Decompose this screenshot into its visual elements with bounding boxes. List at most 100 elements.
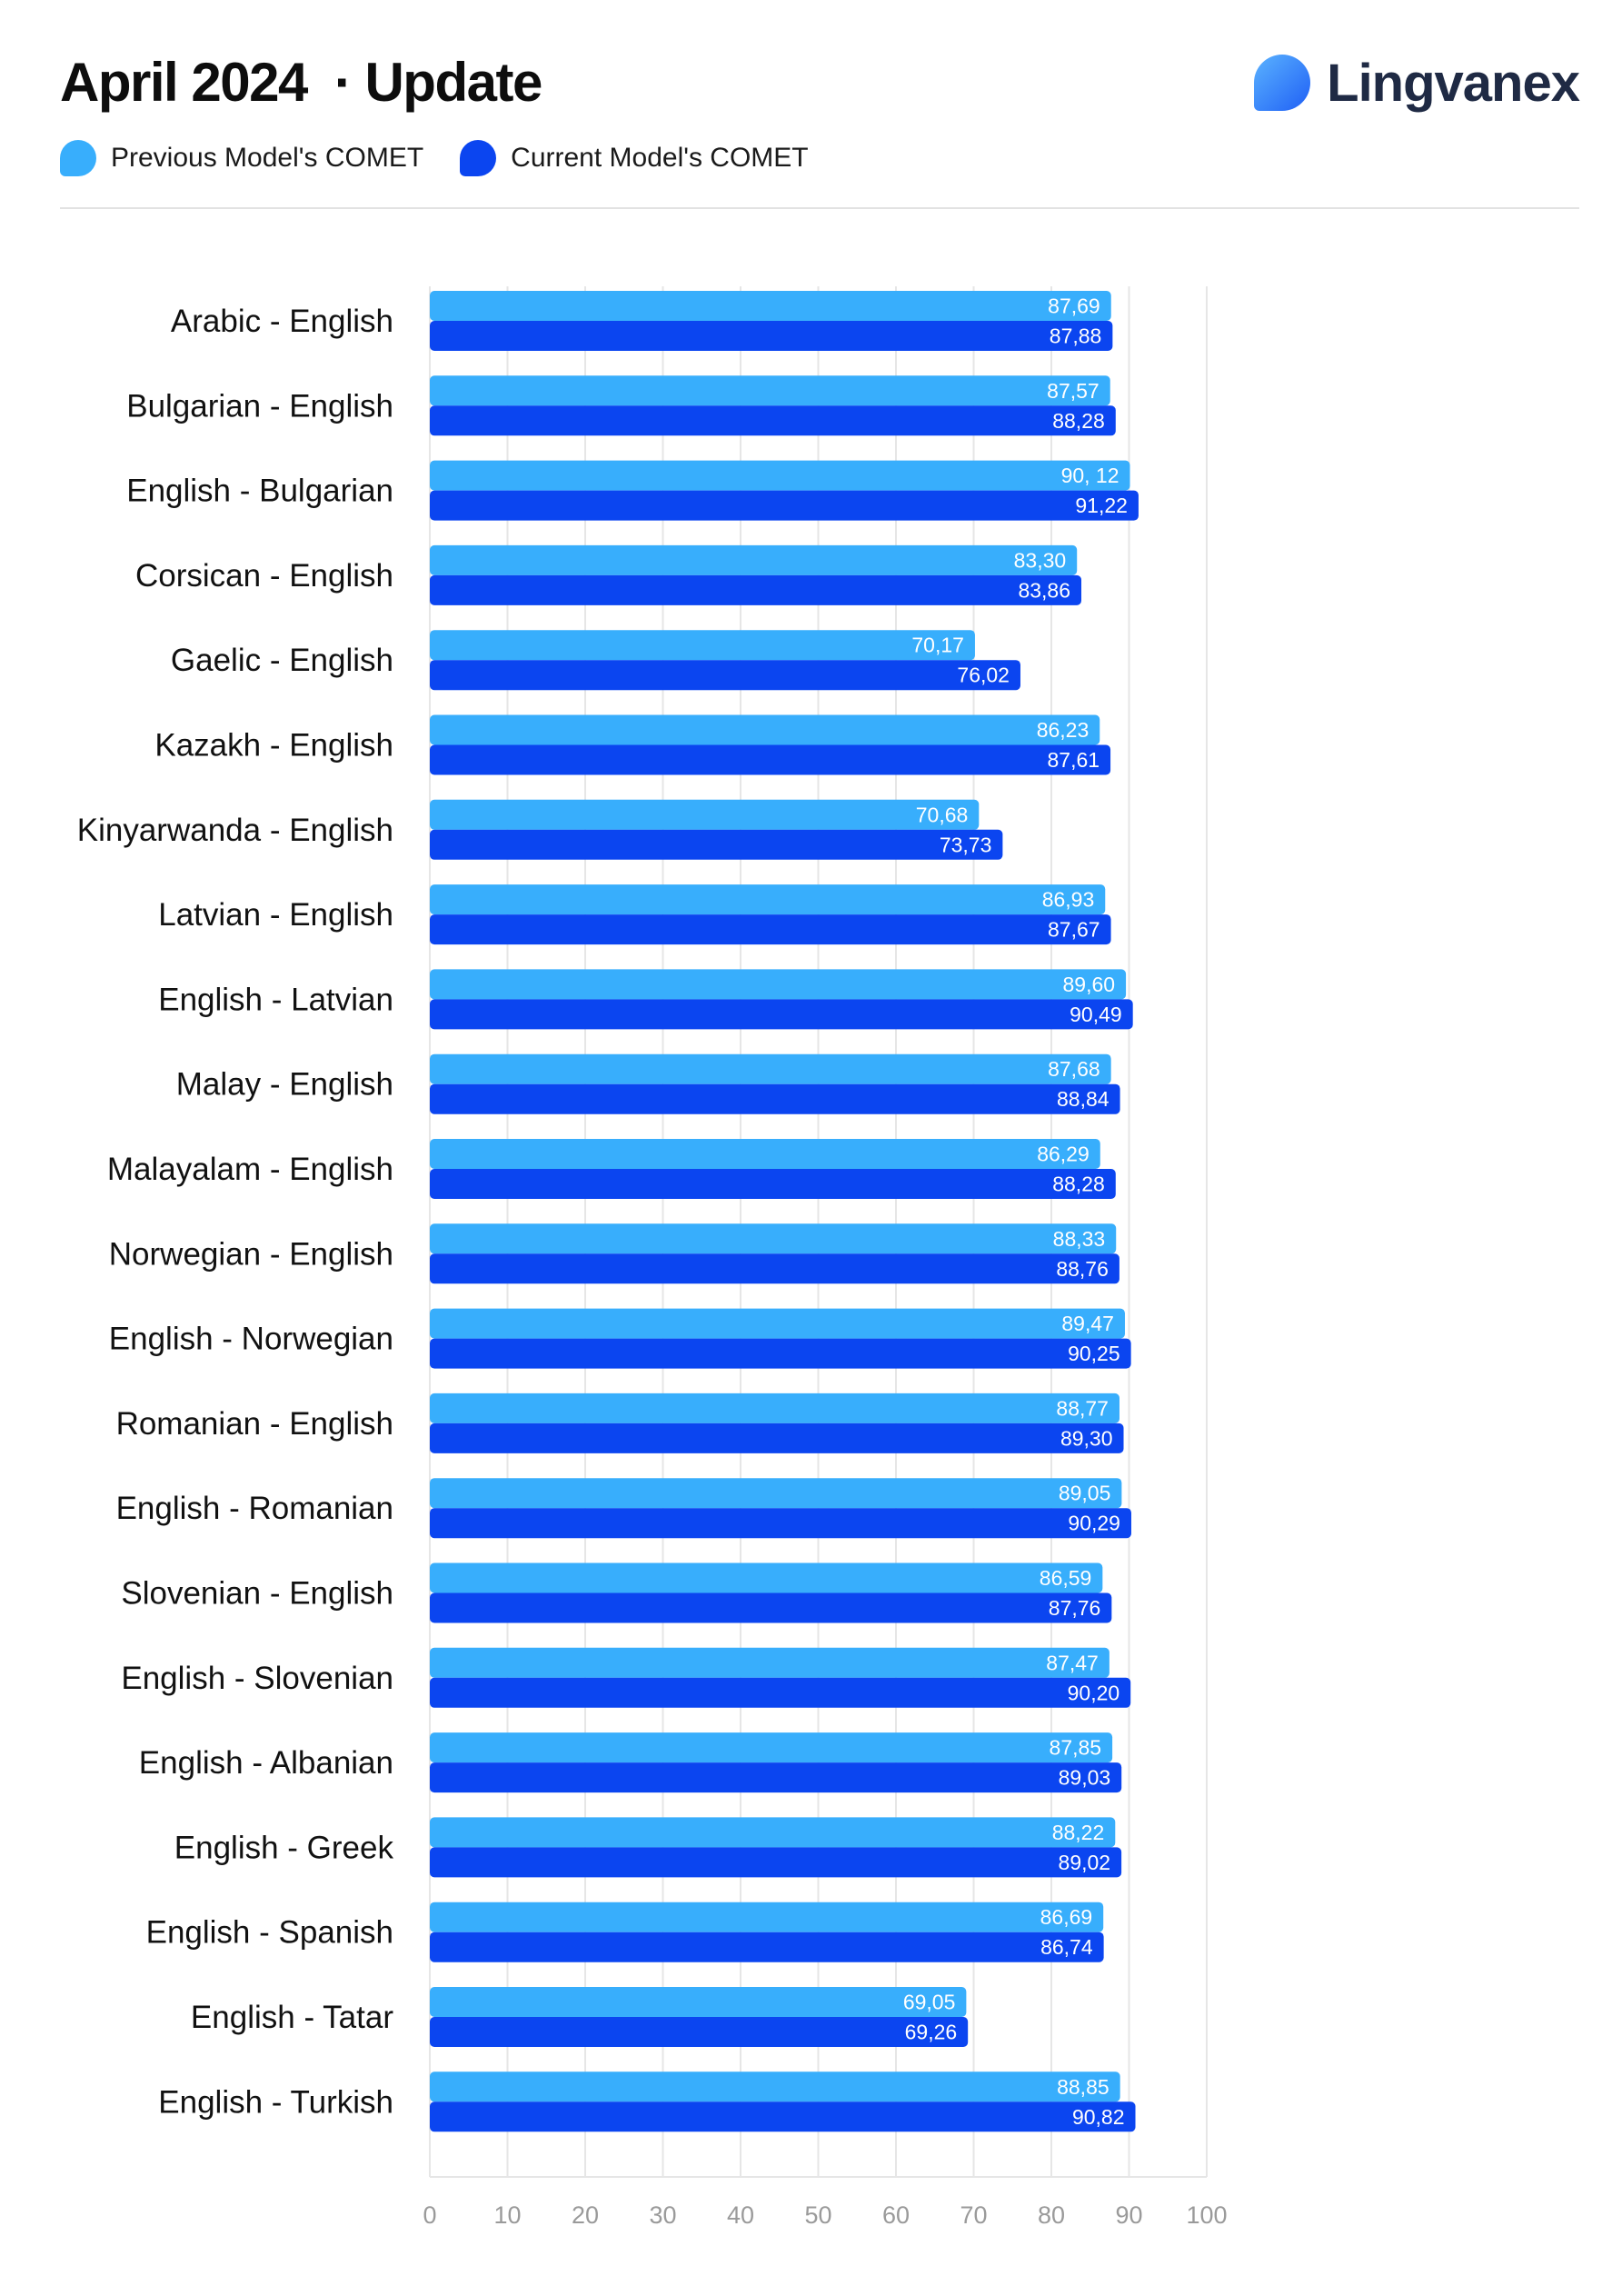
bar-previous	[430, 1562, 1103, 1593]
bar-previous	[430, 1393, 1119, 1423]
logo-text: Lingvanex	[1327, 53, 1580, 113]
bar-current	[430, 574, 1082, 605]
value-label-previous: 88,77	[1056, 1396, 1109, 1420]
legend-label-current: Current Model's COMET	[511, 143, 809, 173]
legend-label-previous: Previous Model's COMET	[111, 143, 424, 173]
category-label: English - Norwegian	[109, 1322, 393, 1357]
value-label-previous: 86,59	[1040, 1566, 1092, 1590]
x-tick-label: 80	[1038, 2201, 1065, 2229]
category-label: Norwegian - English	[109, 1236, 393, 1272]
legend: Previous Model's COMET Current Model's C…	[60, 140, 845, 176]
value-label-current: 87,76	[1049, 1596, 1101, 1620]
legend-item-current: Current Model's COMET	[460, 140, 809, 176]
legend-swatch-previous	[60, 140, 96, 176]
bar-current	[430, 1083, 1120, 1114]
bar-previous	[430, 969, 1127, 1000]
x-tick-label: 10	[493, 2201, 521, 2229]
category-label: Malay - English	[176, 1067, 393, 1103]
value-label-current: 87,67	[1048, 918, 1100, 942]
value-label-previous: 88,85	[1057, 2075, 1110, 2099]
bar-previous	[430, 1987, 967, 2017]
bar-current	[430, 1423, 1124, 1453]
bar-previous	[430, 714, 1100, 745]
category-label: Corsican - English	[135, 558, 393, 594]
category-label: Bulgarian - English	[126, 388, 393, 424]
bar-current	[430, 660, 1020, 691]
bar-current	[430, 744, 1111, 775]
value-label-current: 83,86	[1018, 578, 1070, 602]
bar-previous	[430, 1732, 1113, 1763]
category-label: English - Albanian	[139, 1745, 393, 1781]
bar-current	[430, 321, 1113, 351]
value-label-current: 89,30	[1060, 1426, 1113, 1450]
bar-previous	[430, 1478, 1122, 1509]
value-label-current: 90,29	[1068, 1512, 1120, 1535]
header-divider	[60, 207, 1579, 209]
bar-current	[430, 1932, 1104, 1962]
bar-previous	[430, 1308, 1125, 1339]
bar-previous	[430, 1902, 1104, 1932]
x-tick-label: 0	[423, 2201, 436, 2229]
bar-current	[430, 405, 1116, 436]
category-label: English - Greek	[174, 1830, 394, 1865]
value-label-current: 88,84	[1057, 1087, 1110, 1111]
value-label-previous: 87,85	[1050, 1736, 1102, 1760]
bar-previous	[430, 460, 1130, 491]
bar-previous	[430, 2071, 1120, 2102]
x-tick-label: 100	[1186, 2201, 1227, 2229]
category-label: Romanian - English	[116, 1406, 393, 1442]
value-label-previous: 87,47	[1046, 1651, 1099, 1674]
bar-current	[430, 999, 1133, 1030]
bar-current	[430, 1253, 1119, 1284]
value-label-current: 88,76	[1056, 1257, 1109, 1281]
value-label-previous: 87,68	[1048, 1057, 1100, 1081]
bar-current	[430, 1847, 1122, 1878]
bar-current	[430, 1169, 1116, 1199]
value-label-current: 76,02	[957, 664, 1010, 687]
category-label: English - Bulgarian	[126, 474, 393, 509]
value-label-current: 88,28	[1052, 409, 1105, 433]
value-label-previous: 70,68	[916, 803, 969, 826]
value-label-previous: 83,30	[1014, 548, 1067, 572]
value-label-current: 91,22	[1075, 494, 1128, 517]
bar-current	[430, 829, 1003, 860]
lingvanex-logo-icon	[1254, 55, 1311, 111]
category-label: English - Romanian	[116, 1491, 393, 1526]
category-label: English - Turkish	[158, 2084, 393, 2120]
x-tick-label: 30	[649, 2201, 676, 2229]
chart-header: April 2024 · Update Lingvanex Previous Mo…	[60, 51, 1580, 176]
value-label-current: 87,61	[1048, 748, 1100, 772]
value-label-previous: 88,33	[1053, 1227, 1106, 1251]
value-label-previous: 88,22	[1052, 1821, 1105, 1844]
value-label-previous: 69,05	[903, 1991, 956, 2014]
lingvanex-logo: Lingvanex	[1254, 51, 1580, 115]
bar-current	[430, 2101, 1136, 2132]
bar-current	[430, 1677, 1131, 1708]
value-label-previous: 86,23	[1037, 718, 1090, 742]
bar-current	[430, 1592, 1112, 1623]
value-label-previous: 87,57	[1047, 379, 1100, 403]
bar-current	[430, 490, 1139, 521]
category-label: Latvian - English	[158, 897, 393, 933]
bar-current	[430, 1508, 1131, 1539]
bar-previous	[430, 884, 1106, 915]
category-label: English - Slovenian	[121, 1661, 393, 1696]
value-label-previous: 86,69	[1040, 1905, 1093, 1929]
bar-previous	[430, 1647, 1110, 1678]
x-tick-label: 20	[572, 2201, 599, 2229]
legend-item-previous: Previous Model's COMET	[60, 140, 423, 176]
value-label-current: 90,25	[1068, 1342, 1120, 1365]
category-label: Kazakh - English	[154, 728, 393, 764]
x-tick-label: 60	[882, 2201, 910, 2229]
value-label-previous: 86,93	[1042, 888, 1095, 912]
bar-previous	[430, 544, 1078, 575]
title-update: · Update	[333, 52, 543, 113]
bar-previous	[430, 1053, 1111, 1084]
value-label-current: 90,82	[1072, 2105, 1125, 2129]
category-label: Slovenian - English	[121, 1576, 393, 1612]
category-label: English - Spanish	[146, 1915, 393, 1951]
value-label-current: 73,73	[940, 833, 992, 856]
value-label-current: 69,26	[905, 2021, 958, 2044]
bar-previous	[430, 630, 975, 661]
bar-current	[430, 2017, 969, 2047]
